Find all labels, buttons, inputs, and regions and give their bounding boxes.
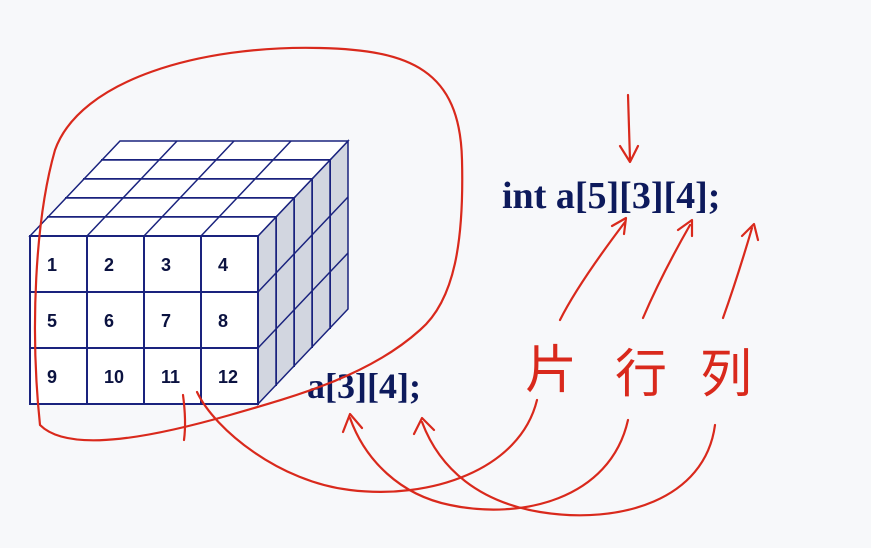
decl3-suffix: ; (708, 175, 721, 217)
cube-top-divider (200, 216, 220, 237)
cube-top-divider (86, 216, 106, 237)
front-face-labels: 1 2 3 45 6 7 89 10 11 12 (47, 255, 238, 387)
decl3-index-2: 3 (632, 175, 651, 217)
cube-side-divider (257, 328, 277, 349)
cube-side-divider (329, 252, 349, 273)
curve-row-to-2d-index-1 (341, 412, 630, 511)
front-cell-label: 8 (218, 311, 228, 331)
cube-top-divider (161, 197, 181, 218)
front-cell-label: 9 (47, 367, 57, 387)
arrow-row-to-index-2 (641, 218, 694, 320)
curve-layer-to-front-face (195, 390, 539, 493)
cube-top-divider (158, 140, 178, 161)
front-cell-label: 7 (161, 311, 171, 331)
front-cell-label: 11 (161, 367, 180, 387)
cube-side-divider (293, 234, 313, 255)
arrow-layer-to-index-1 (558, 216, 628, 322)
front-cell-label: 6 (104, 311, 114, 331)
cube-top-divider (104, 197, 124, 218)
decl3-index-3: 4 (676, 175, 695, 217)
cube-top-divider (140, 159, 160, 180)
decl3-index-1: 5 (588, 175, 607, 217)
cube-top-divider (122, 178, 142, 199)
cube-side-divider (311, 215, 331, 236)
decl3-bracket-2: ][ (651, 175, 676, 217)
cube-side-divider (311, 271, 331, 292)
decl2-suffix: ; (409, 366, 421, 406)
cube-top-divider (272, 140, 292, 161)
decl2-prefix: a (307, 366, 325, 406)
curve-column-to-2d-index-2 (412, 416, 717, 517)
front-cell-label: 4 (218, 255, 228, 275)
arrow-column-to-index-3 (721, 222, 760, 320)
front-cell-label: 2 (104, 255, 114, 275)
decl3-bracket-1: ][ (607, 175, 632, 217)
array-2d-declaration: a[3][4]; (307, 366, 421, 406)
cube-top-divider (218, 197, 238, 218)
decl2-index-2: 4 (379, 366, 397, 406)
decl3-bracket-close: ] (695, 175, 708, 217)
front-cell-label: 10 (104, 367, 124, 387)
decl2-bracket-close: ] (397, 366, 409, 406)
front-cell-label: 5 (47, 311, 57, 331)
small-tick-mark (181, 393, 187, 442)
cube-side-divider (293, 290, 313, 311)
label-column: 列 (700, 345, 752, 405)
cube-front-face (28, 215, 278, 406)
down-arrow-to-index-1 (618, 93, 640, 164)
cube-top-divider (179, 178, 199, 199)
cube-side-divider (275, 253, 295, 274)
decl2-bracket-open: [ (325, 366, 337, 406)
cube-top-divider (236, 178, 256, 199)
label-layer: 片 (525, 341, 577, 401)
cube-encircle-loop (33, 46, 464, 442)
front-cell-label: 3 (161, 255, 171, 275)
decl2-bracket-mid: ][ (355, 366, 379, 406)
front-cell-label: 12 (218, 367, 238, 387)
cube-top-divider (215, 140, 235, 161)
cube-top-divider (254, 159, 274, 180)
front-cell-label: 1 (47, 255, 57, 275)
cube-side-divider (257, 272, 277, 293)
cube-top-divider (143, 216, 163, 237)
decl3-prefix: int a (502, 175, 575, 217)
label-row: 行 (615, 345, 667, 405)
decl2-index-1: 3 (337, 366, 355, 406)
decl3-bracket-open-1: [ (575, 175, 588, 217)
cube-top-divider (197, 159, 217, 180)
cube-side-divider (329, 196, 349, 217)
cube-side-divider (275, 309, 295, 330)
array-3d-declaration: int a[5][3][4]; (502, 175, 720, 217)
